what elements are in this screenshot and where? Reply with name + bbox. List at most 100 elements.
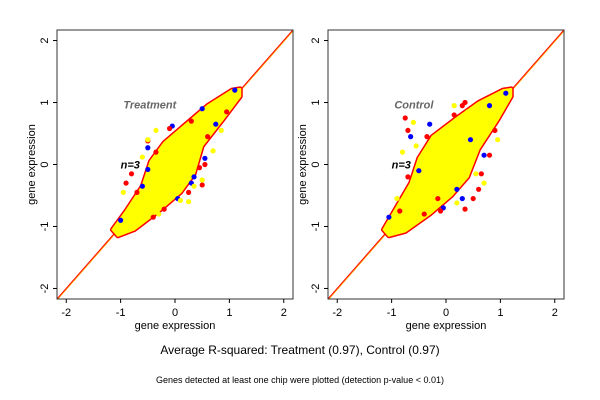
x-tick-label: -2 <box>332 307 342 319</box>
point-red <box>402 115 408 121</box>
y-tick-label: 2 <box>310 37 322 43</box>
point-blue <box>139 183 145 189</box>
point-red <box>451 112 457 118</box>
y-tick-label: -2 <box>39 284 51 294</box>
plot-area <box>328 30 564 299</box>
y-tick-label: 2 <box>39 37 51 43</box>
point-red <box>150 214 156 220</box>
point-red <box>188 118 194 124</box>
point-blue <box>427 121 433 127</box>
point-yellow <box>218 127 224 134</box>
y-axis-label: gene expression <box>297 124 309 205</box>
point-red <box>470 195 476 202</box>
point-yellow <box>156 211 162 217</box>
point-yellow <box>153 127 159 134</box>
point-red <box>123 180 129 186</box>
panel-title: Control <box>394 99 434 111</box>
point-red <box>462 206 468 212</box>
point-blue <box>386 214 392 220</box>
point-red <box>397 208 403 214</box>
panel-control: -2 -1 0 1 2 -2 -1 0 1 2 gene expression gene expres… <box>297 29 565 332</box>
point-red <box>161 206 167 212</box>
point-blue <box>118 217 124 223</box>
point-yellow <box>454 200 460 206</box>
y-tick-label: -1 <box>310 222 322 232</box>
point-yellow <box>210 148 216 154</box>
point-red <box>492 127 498 134</box>
y-tick-label: 0 <box>310 161 322 167</box>
detection-note: Genes detected at least one chip were pl… <box>156 375 444 385</box>
point-blue <box>467 137 474 143</box>
point-yellow <box>177 197 184 204</box>
point-yellow <box>399 149 406 155</box>
point-red <box>128 171 135 177</box>
point-yellow <box>145 137 151 143</box>
point-blue <box>145 145 151 151</box>
point-red <box>205 134 211 140</box>
point-yellow <box>427 202 433 208</box>
point-yellow <box>191 183 197 189</box>
point-blue <box>199 106 205 112</box>
point-blue <box>416 168 422 174</box>
point-yellow <box>410 119 416 125</box>
point-blue <box>213 121 219 127</box>
cloud-core-yellow <box>111 87 242 237</box>
y-tick-label: -2 <box>310 284 322 294</box>
point-yellow <box>185 199 192 205</box>
point-red <box>153 149 159 155</box>
x-tick-label: 2 <box>552 307 558 319</box>
point-red <box>134 189 140 195</box>
y-axis-label: gene expression <box>26 124 38 205</box>
x-tick-label: 1 <box>497 307 503 319</box>
point-red <box>202 161 208 168</box>
point-red <box>405 127 411 134</box>
point-blue <box>459 195 465 202</box>
point-yellow <box>465 109 471 115</box>
point-yellow <box>139 154 145 160</box>
point-red <box>166 125 173 132</box>
point-yellow <box>394 195 400 202</box>
point-blue <box>481 152 487 158</box>
point-red <box>199 182 205 188</box>
point-blue <box>503 90 509 96</box>
x-tick-label: 0 <box>443 307 449 319</box>
point-blue <box>486 103 493 109</box>
point-red <box>424 134 430 140</box>
plot-area <box>57 30 293 299</box>
point-red <box>486 152 493 158</box>
x-tick-label: 0 <box>172 307 178 319</box>
point-blue <box>191 174 197 180</box>
point-yellow <box>199 177 205 183</box>
point-yellow <box>495 137 501 143</box>
cloud-core-yellow <box>382 87 513 237</box>
r-squared-summary: Average R-squared: Treatment (0.97), Con… <box>160 343 440 357</box>
panel-title: Treatment <box>123 99 177 111</box>
point-yellow <box>413 143 419 149</box>
point-red <box>437 208 444 214</box>
x-tick-label: 1 <box>226 307 232 319</box>
panel-treatment: -2 -1 0 1 2 -2 -1 0 1 2 gene expression gene expres… <box>26 29 294 332</box>
point-blue <box>232 87 238 93</box>
y-tick-label: 1 <box>39 99 51 105</box>
point-yellow <box>473 171 479 177</box>
point-red <box>196 164 203 171</box>
sample-count-label: n=3 <box>392 160 411 172</box>
point-red <box>224 109 230 115</box>
point-yellow <box>120 189 126 195</box>
point-red <box>478 171 484 177</box>
x-tick-label: -2 <box>61 307 71 319</box>
point-red <box>185 189 192 195</box>
x-axis-label: gene expression <box>135 320 216 332</box>
point-red <box>459 103 465 109</box>
point-yellow <box>481 180 487 186</box>
point-yellow <box>139 202 145 208</box>
x-tick-label: -1 <box>387 307 397 319</box>
point-blue <box>202 155 208 161</box>
point-red <box>435 195 441 202</box>
y-tick-label: -1 <box>39 222 51 232</box>
point-red <box>476 186 482 192</box>
sample-count-label: n=3 <box>121 160 140 172</box>
y-tick-label: 1 <box>310 99 322 105</box>
